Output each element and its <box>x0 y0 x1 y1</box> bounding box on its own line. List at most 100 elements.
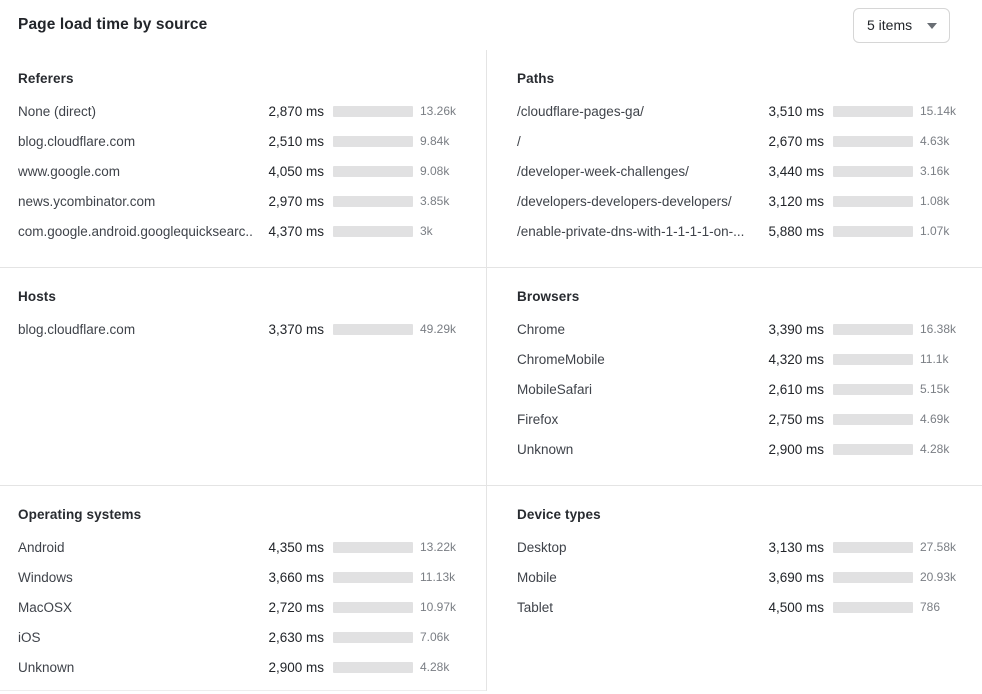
row-bar <box>833 165 913 177</box>
row-count: 1.08k <box>920 194 950 208</box>
widget-header: Page load time by source 5 items <box>0 0 982 50</box>
row-label: iOS <box>18 629 41 645</box>
table-row: com.google.android.googlequicksearc... 4… <box>18 216 470 246</box>
panel-rows: /cloudflare-pages-ga/ 3,510 ms 15.14k / … <box>517 96 970 246</box>
row-bar <box>333 195 413 207</box>
table-row: Android 4,350 ms 13.22k <box>18 532 470 562</box>
chevron-down-icon <box>927 22 937 29</box>
table-row: Chrome 3,390 ms 16.38k <box>517 314 970 344</box>
row-bar <box>333 323 413 335</box>
row-label: Chrome <box>517 321 566 337</box>
row-ms-value: 3,660 ms <box>268 569 324 585</box>
row-bar <box>833 601 913 613</box>
row-ms-value: 2,610 ms <box>768 381 824 397</box>
row-count: 786 <box>920 600 941 614</box>
row-ms-value: 3,130 ms <box>768 539 824 555</box>
table-row: Tablet 4,500 ms 786 <box>517 592 970 622</box>
row-label: ChromeMobile <box>517 351 605 367</box>
row-count: 4.69k <box>920 412 950 426</box>
row-label: /developer-week-challenges/ <box>517 163 689 179</box>
panel-rows: Android 4,350 ms 13.22k Windows 3,660 ms… <box>18 532 470 682</box>
row-label: /enable-private-dns-with-1-1-1-1-on-... <box>517 223 745 239</box>
row-bar <box>833 571 913 583</box>
row-ms-value: 2,670 ms <box>768 133 824 149</box>
panel-referers: Referers None (direct) 2,870 ms 13.26k b… <box>0 50 486 267</box>
table-row: Mobile 3,690 ms 20.93k <box>517 562 970 592</box>
row-bar <box>333 631 413 643</box>
table-row: Unknown 2,900 ms 4.28k <box>517 434 970 464</box>
panel-device-types: Device types Desktop 3,130 ms 27.58k Mob… <box>486 485 982 691</box>
table-row: blog.cloudflare.com 3,370 ms 49.29k <box>18 314 470 344</box>
table-row: www.google.com 4,050 ms 9.08k <box>18 156 470 186</box>
table-row: Desktop 3,130 ms 27.58k <box>517 532 970 562</box>
row-count: 16.38k <box>920 322 957 336</box>
panel-title: Browsers <box>517 289 580 304</box>
row-ms-value: 3,370 ms <box>268 321 324 337</box>
row-count: 9.84k <box>420 134 450 148</box>
table-row: /enable-private-dns-with-1-1-1-1-on-... … <box>517 216 970 246</box>
panel-paths: Paths /cloudflare-pages-ga/ 3,510 ms 15.… <box>486 50 982 267</box>
row-label: None (direct) <box>18 103 97 119</box>
row-ms-value: 3,120 ms <box>768 193 824 209</box>
row-count: 7.06k <box>420 630 450 644</box>
row-count: 5.15k <box>920 382 950 396</box>
row-ms-value: 4,500 ms <box>768 599 824 615</box>
row-ms-value: 4,050 ms <box>268 163 324 179</box>
row-count: 3.16k <box>920 164 950 178</box>
row-ms-value: 3,510 ms <box>768 103 824 119</box>
row-count: 9.08k <box>420 164 450 178</box>
row-label: / <box>517 133 521 149</box>
row-count: 20.93k <box>920 570 957 584</box>
row-label: MobileSafari <box>517 381 593 397</box>
row-label: Desktop <box>517 539 567 555</box>
row-ms-value: 3,390 ms <box>768 321 824 337</box>
row-count: 4.28k <box>920 442 950 456</box>
row-ms-value: 2,720 ms <box>268 599 324 615</box>
row-count: 3.85k <box>420 194 450 208</box>
panel-hosts: Hosts blog.cloudflare.com 3,370 ms 49.29… <box>0 267 486 485</box>
table-row: ChromeMobile 4,320 ms 11.1k <box>517 344 970 374</box>
table-row: / 2,670 ms 4.63k <box>517 126 970 156</box>
row-label: Windows <box>18 569 73 585</box>
row-count: 10.97k <box>420 600 457 614</box>
row-ms-value: 2,900 ms <box>768 441 824 457</box>
items-count-value: 5 items <box>867 17 913 33</box>
page-title: Page load time by source <box>18 16 208 33</box>
panel-rows: blog.cloudflare.com 3,370 ms 49.29k <box>18 314 470 344</box>
row-count: 15.14k <box>920 104 957 118</box>
row-label: /developers-developers-developers/ <box>517 193 732 209</box>
panel-title: Device types <box>517 507 601 522</box>
row-bar <box>833 323 913 335</box>
panels-grid: Referers None (direct) 2,870 ms 13.26k b… <box>0 50 982 691</box>
row-label: Firefox <box>517 411 559 427</box>
row-bar <box>833 413 913 425</box>
table-row: iOS 2,630 ms 7.06k <box>18 622 470 652</box>
row-ms-value: 4,370 ms <box>268 223 324 239</box>
row-bar <box>333 165 413 177</box>
row-ms-value: 3,440 ms <box>768 163 824 179</box>
row-count: 27.58k <box>920 540 957 554</box>
panel-browsers: Browsers Chrome 3,390 ms 16.38k ChromeMo… <box>486 267 982 485</box>
row-label: Unknown <box>18 659 75 675</box>
row-count: 11.1k <box>920 352 949 366</box>
row-bar <box>833 105 913 117</box>
row-bar <box>333 571 413 583</box>
row-count: 11.13k <box>420 570 456 584</box>
table-row: blog.cloudflare.com 2,510 ms 9.84k <box>18 126 470 156</box>
row-label: blog.cloudflare.com <box>18 133 136 149</box>
panel-rows: Desktop 3,130 ms 27.58k Mobile 3,690 ms … <box>517 532 970 622</box>
row-bar <box>333 601 413 613</box>
items-count-select[interactable]: 5 items <box>853 7 950 43</box>
row-bar <box>833 353 913 365</box>
row-ms-value: 2,900 ms <box>268 659 324 675</box>
row-bar <box>833 135 913 147</box>
row-count: 13.26k <box>420 104 457 118</box>
row-label: Android <box>18 539 65 555</box>
panel-operating-systems: Operating systems Android 4,350 ms 13.22… <box>0 485 486 691</box>
row-bar <box>833 225 913 237</box>
row-ms-value: 2,870 ms <box>268 103 324 119</box>
row-label: com.google.android.googlequicksearc... <box>18 223 252 239</box>
panel-title: Hosts <box>18 289 57 304</box>
table-row: /developer-week-challenges/ 3,440 ms 3.1… <box>517 156 970 186</box>
